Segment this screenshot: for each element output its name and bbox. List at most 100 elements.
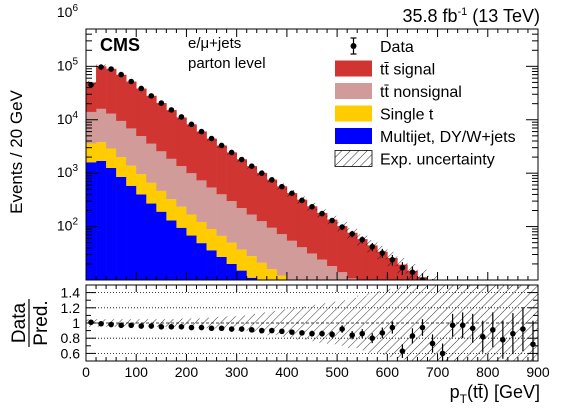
ratio-point <box>469 313 476 343</box>
ratio-y-tick-label: 0.6 <box>61 345 81 361</box>
x-tick-label: 900 <box>526 364 550 380</box>
bar-single_t <box>86 143 97 163</box>
bar-nonsignal <box>266 227 278 270</box>
legend-label: Multijet, DY/W+jets <box>380 129 516 146</box>
bar-nonsignal <box>96 108 107 143</box>
bar-nonsignal <box>106 113 117 149</box>
ratio-y-tick-label: 0.8 <box>61 330 81 346</box>
legend-hatch <box>334 150 373 167</box>
bar-single_t <box>106 148 117 168</box>
bar-signal <box>367 245 378 280</box>
x-tick-label: 100 <box>125 364 149 380</box>
ratio-panel: 0.60.811.21.4 0 100 200 300 400 500 600 700 800 9… <box>9 284 550 406</box>
main-y-axis-title: Events / 20 GeV <box>7 89 26 213</box>
bar-nonsignal <box>126 128 137 166</box>
bar-multijet <box>116 176 127 280</box>
bar-nonsignal <box>156 151 167 191</box>
ratio-point <box>289 329 295 335</box>
data-point <box>138 85 145 92</box>
data-point <box>158 100 165 106</box>
legend: Data tt̄ signal tt̄ nonsignal Single t Multi… <box>334 37 516 169</box>
data-point <box>379 248 386 259</box>
bar-signal <box>236 159 248 209</box>
bar-single_t <box>236 249 248 271</box>
ratio-point <box>479 320 486 353</box>
bar-multijet <box>246 277 258 280</box>
bar-signal <box>387 257 398 280</box>
main-panel: 102 103 104 105 106 CMS e/μ+jets parton leve… <box>7 3 539 281</box>
bar-signal <box>196 131 207 181</box>
y-tick-label: 106 <box>57 3 79 20</box>
data-point <box>319 210 325 217</box>
x-tick-label: 0 <box>82 364 90 380</box>
ratio-point <box>299 330 305 336</box>
ratio-y-tick-labels: 0.60.811.21.4 <box>61 285 81 362</box>
legend-label: tt̄ signal <box>380 62 435 79</box>
x-tick-label: 400 <box>275 364 299 380</box>
data-point <box>128 78 134 85</box>
bar-multijet <box>196 243 207 280</box>
ratio-point <box>309 330 315 337</box>
bar-signal <box>116 74 127 121</box>
lumi-label: 35.8 fb-1 (13 TeV) <box>402 6 540 26</box>
ratio-point <box>319 330 325 337</box>
ratio-point <box>128 322 134 329</box>
data-point <box>178 114 185 120</box>
bar-single_t <box>166 199 177 221</box>
data-point <box>258 170 265 176</box>
data-point <box>118 71 124 78</box>
bar-signal <box>186 124 197 174</box>
ratio-point <box>138 323 145 329</box>
bar-nonsignal <box>166 158 177 200</box>
data-point <box>88 82 94 88</box>
main-frame <box>85 28 539 281</box>
ratio-point <box>279 328 285 335</box>
series-single_t <box>86 142 288 280</box>
bar-nonsignal <box>146 143 157 183</box>
bar-nonsignal <box>337 272 348 280</box>
bar-nonsignal <box>116 120 127 158</box>
ratio-point <box>379 327 386 339</box>
ratio-x-tick-labels: 0 100 200 300 400 500 600 700 800 900 <box>82 364 550 380</box>
ratio-point <box>218 325 225 332</box>
bar-nonsignal <box>176 166 187 207</box>
ratio-point <box>490 312 496 348</box>
bar-multijet <box>226 263 237 280</box>
legend-entry: Exp. uncertainty <box>334 150 495 169</box>
data-point <box>248 163 255 170</box>
bar-multijet <box>106 167 117 280</box>
bar-signal <box>146 95 157 144</box>
legend-entry: Multijet, DY/W+jets <box>335 128 516 146</box>
bar-multijet <box>186 235 197 280</box>
bar-signal <box>377 251 388 280</box>
data-point <box>349 230 355 238</box>
ratio-point <box>429 334 436 353</box>
legend-entry: Data <box>350 37 414 56</box>
data-point <box>329 217 335 224</box>
bar-multijet <box>146 203 157 280</box>
bar-signal <box>357 239 368 280</box>
bar-nonsignal <box>286 240 298 280</box>
ratio-point <box>449 313 456 337</box>
bar-nonsignal <box>226 201 237 243</box>
ratio-point <box>409 328 416 344</box>
bar-nonsignal <box>216 194 227 236</box>
bar-nonsignal <box>196 180 207 222</box>
bar-multijet <box>206 250 217 280</box>
y-tick-label: 102 <box>57 217 79 234</box>
ratio-axis-ticks <box>85 284 539 362</box>
ratio-point <box>168 324 175 330</box>
bar-multijet <box>126 185 137 280</box>
bar-single_t <box>226 242 237 264</box>
bar-single_t <box>146 182 157 204</box>
bar-multijet <box>216 256 227 280</box>
bar-single_t <box>216 235 227 257</box>
bar-multijet <box>156 211 167 280</box>
data-point <box>168 107 175 113</box>
bar-signal <box>216 145 227 195</box>
series-signal <box>86 66 428 280</box>
bar-single_t <box>186 214 197 236</box>
bar-signal <box>347 232 358 279</box>
data-point <box>339 224 345 231</box>
data-point <box>188 121 195 128</box>
